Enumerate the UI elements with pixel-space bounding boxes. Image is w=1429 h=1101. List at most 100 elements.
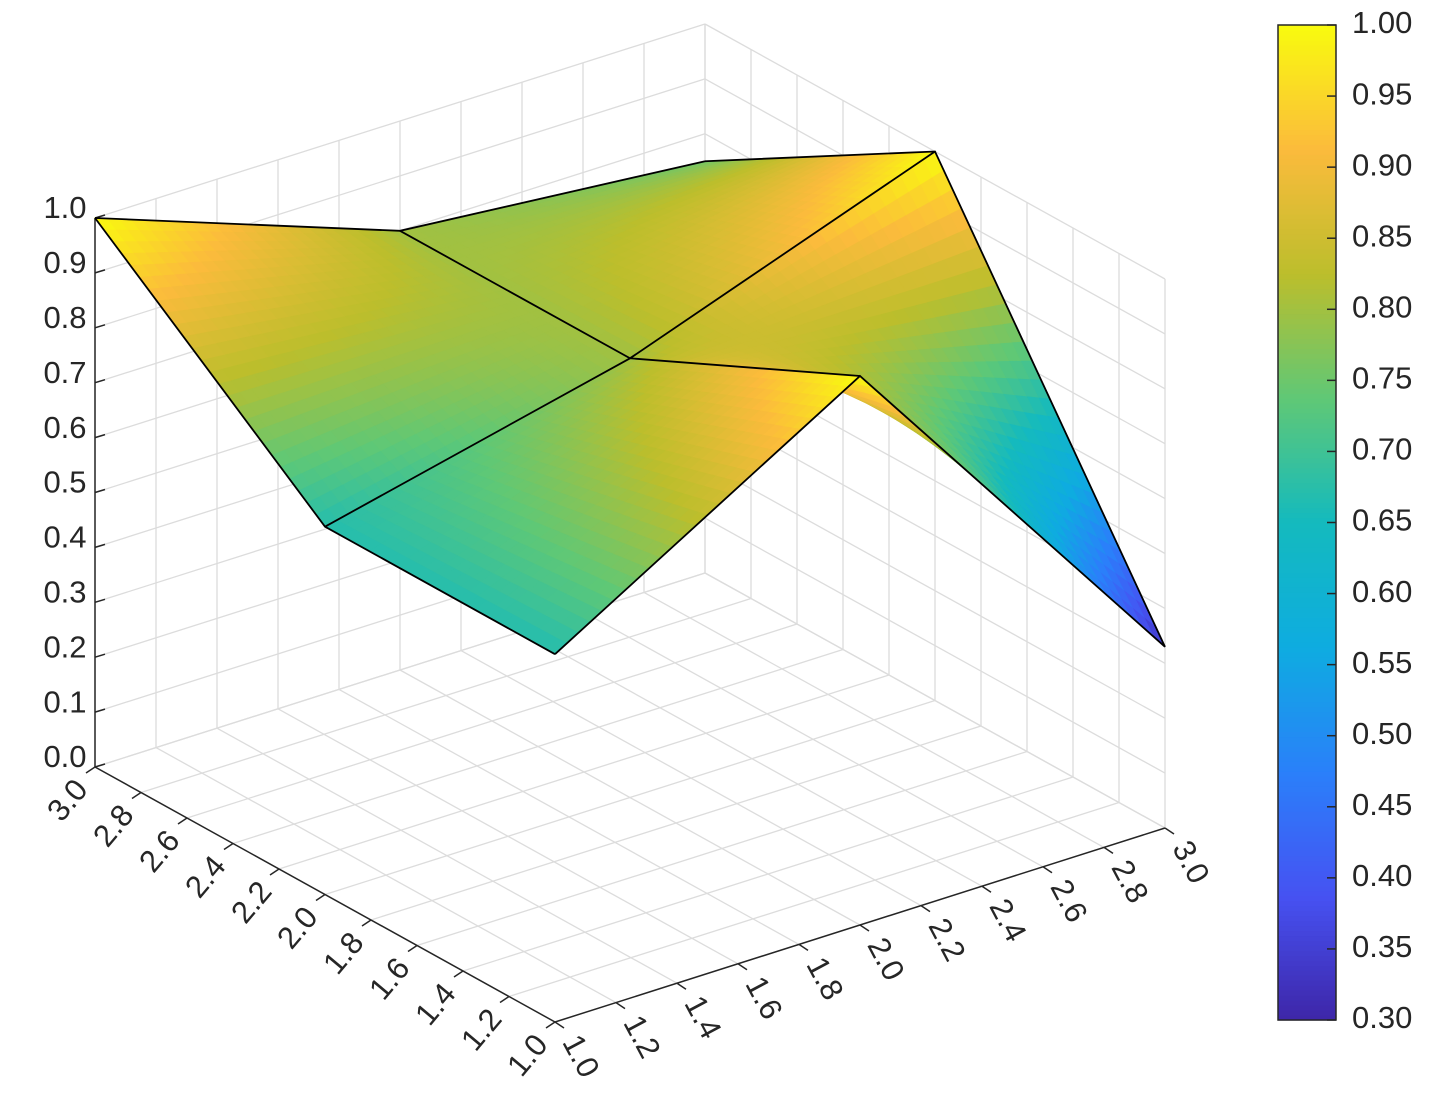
colorbar-cell [1278, 174, 1336, 180]
colorbar-cell [1278, 701, 1336, 708]
colorbar-cell [1278, 179, 1336, 185]
grid-line [324, 699, 936, 896]
colorbar-tick-label: 0.40 [1352, 858, 1412, 893]
colorbar-cell [1278, 811, 1336, 817]
colorbar-cell [1278, 910, 1336, 917]
y-tick [131, 791, 142, 800]
colorbar-cell [1278, 199, 1336, 205]
colorbar-cell [1278, 109, 1336, 116]
colorbar-cell [1278, 880, 1336, 887]
colorbar-cell [1278, 39, 1336, 46]
colorbar-cell [1278, 592, 1336, 598]
colorbar-cell [1278, 761, 1336, 767]
x-tick [920, 904, 931, 913]
y-tick [85, 766, 96, 774]
colorbar-cell [1278, 980, 1336, 986]
colorbar-cell [1278, 602, 1336, 608]
colorbar-cell [1278, 343, 1336, 349]
colorbar-cell [1278, 25, 1336, 31]
colorbar-cell [1278, 398, 1336, 404]
colorbar-cell [1278, 920, 1336, 927]
colorbar-cell [1278, 124, 1336, 131]
y-tick-label: 2.0 [270, 900, 325, 956]
colorbar-cell [1278, 114, 1336, 121]
z-tick [94, 378, 106, 384]
colorbar-cell [1278, 134, 1336, 141]
x-tick-label: 2.0 [861, 932, 912, 986]
colorbar-tick-label: 0.30 [1352, 1000, 1412, 1035]
colorbar-cell [1278, 771, 1336, 777]
colorbar-cell [1278, 557, 1336, 563]
z-tick-label: 0.1 [43, 684, 86, 719]
colorbar-cell [1278, 975, 1336, 981]
colorbar-tick-label: 0.60 [1352, 574, 1412, 609]
colorbar-cell [1278, 159, 1336, 165]
grid-line [508, 801, 1120, 998]
z-tick [94, 324, 106, 329]
colorbar-cell [1278, 845, 1336, 852]
colorbar-cell [1278, 945, 1336, 951]
colorbar-cell [1278, 258, 1336, 265]
y-tick-label: 2.8 [86, 798, 141, 854]
colorbar-cell [1278, 318, 1336, 325]
x-tick [676, 982, 687, 990]
colorbar-cell [1278, 388, 1336, 394]
colorbar-cell [1278, 741, 1336, 747]
colorbar: 0.30 0.35 0.40 0.45 0.50 0.55 0.60 0.65 0.70 0.75… [1277, 5, 1412, 1035]
colorbar-tick-label: 0.80 [1352, 289, 1412, 324]
colorbar-cell [1278, 243, 1336, 250]
x-tick [1164, 827, 1175, 835]
colorbar-cell [1278, 423, 1336, 429]
colorbar-cell [1278, 587, 1336, 593]
colorbar-cell [1278, 706, 1336, 713]
colorbar-cell [1278, 104, 1336, 111]
x-tick [1103, 846, 1114, 855]
grid-line [94, 23, 706, 219]
colorbar-cell [1278, 517, 1336, 524]
colorbar-cell [1278, 512, 1336, 519]
colorbar-cell [1278, 204, 1336, 210]
colorbar-tick-label: 0.95 [1352, 76, 1412, 111]
y-tick [545, 1021, 556, 1029]
colorbar-cell [1278, 865, 1336, 872]
colorbar-cell [1278, 870, 1336, 877]
colorbar-cell [1278, 552, 1336, 558]
colorbar-cell [1278, 721, 1336, 728]
colorbar-cell [1278, 796, 1336, 802]
grid-line [704, 407, 1166, 664]
y-tick-label: 2.4 [178, 849, 233, 905]
colorbar-cell [1278, 562, 1336, 568]
colorbar-cell [1278, 711, 1336, 718]
z-tick-label: 0.9 [43, 245, 86, 280]
colorbar-cell [1278, 69, 1336, 76]
x-tick-label: 1.4 [678, 990, 729, 1044]
surface-edge [94, 217, 556, 655]
y-tick [315, 893, 326, 902]
colorbar-cell [1278, 537, 1336, 543]
y-tick-label: 2.2 [224, 874, 279, 930]
colorbar-cell [1278, 791, 1336, 797]
x-tick-label: 1.2 [617, 1009, 668, 1063]
colorbar-cell [1278, 393, 1336, 399]
colorbar-cell [1278, 149, 1336, 155]
x-tick [981, 885, 992, 893]
surface-edge [399, 230, 861, 377]
colorbar-cell [1278, 268, 1336, 275]
colorbar-cell [1278, 1005, 1336, 1011]
x-tick-label: 2.2 [922, 912, 973, 966]
grid-line [278, 674, 890, 870]
colorbar-cell [1278, 890, 1336, 897]
colorbar-cell [1278, 597, 1336, 603]
colorbar-cell [1278, 855, 1336, 862]
colorbar-cell [1278, 816, 1336, 822]
colorbar-cell [1278, 437, 1336, 444]
colorbar-cell [1278, 189, 1336, 195]
colorbar-cell [1278, 84, 1336, 91]
colorbar-cell [1278, 303, 1336, 310]
colorbar-cell [1278, 89, 1336, 96]
colorbar-cell [1278, 776, 1336, 782]
x-tick-label: 2.8 [1105, 854, 1156, 908]
surface [94, 150, 1166, 655]
colorbar-cell [1278, 965, 1336, 971]
